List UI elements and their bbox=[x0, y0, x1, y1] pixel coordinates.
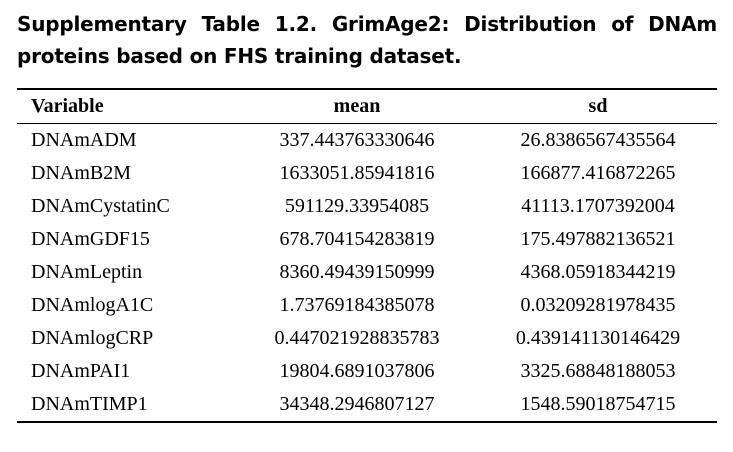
cell-sd: 0.03209281978435 bbox=[520, 294, 676, 316]
cell-variable: DNAmCystatinC bbox=[31, 195, 170, 217]
data-table: Variable mean sd DNAmADM 337.44376333064… bbox=[17, 88, 717, 423]
table-row: DNAmlogA1C 1.73769184385078 0.0320928197… bbox=[17, 289, 717, 322]
header-variable: Variable bbox=[31, 95, 104, 117]
cell-variable: DNAmLeptin bbox=[31, 261, 143, 283]
cell-mean: 591129.33954085 bbox=[284, 195, 430, 217]
cell-sd: 175.497882136521 bbox=[520, 228, 676, 250]
cell-variable: DNAmB2M bbox=[31, 162, 132, 184]
cell-mean: 678.704154283819 bbox=[279, 228, 435, 250]
cell-variable: DNAmlogCRP bbox=[31, 327, 154, 349]
table-row: DNAmTIMP1 34348.2946807127 1548.59018754… bbox=[17, 388, 717, 422]
cell-sd: 1548.59018754715 bbox=[520, 393, 676, 415]
cell-variable: DNAmPAI1 bbox=[31, 360, 131, 382]
cell-sd: 41113.1707392004 bbox=[521, 195, 675, 217]
cell-sd: 0.439141130146429 bbox=[515, 327, 681, 349]
cell-variable: DNAmlogA1C bbox=[31, 294, 154, 316]
cell-variable: DNAmGDF15 bbox=[31, 228, 150, 250]
cell-mean: 1633051.85941816 bbox=[279, 162, 435, 184]
table-row: DNAmCystatinC 591129.33954085 41113.1707… bbox=[17, 190, 717, 223]
cell-mean: 0.447021928835783 bbox=[274, 327, 440, 349]
cell-sd: 3325.68848188053 bbox=[520, 360, 676, 382]
cell-mean: 19804.6891037806 bbox=[279, 360, 435, 382]
cell-variable: DNAmTIMP1 bbox=[31, 393, 148, 415]
table-header-row: Variable mean sd bbox=[17, 89, 717, 124]
table-row: DNAmADM 337.443763330646 26.838656743556… bbox=[17, 124, 717, 158]
cell-sd: 166877.416872265 bbox=[520, 162, 676, 184]
table-row: DNAmGDF15 678.704154283819 175.497882136… bbox=[17, 223, 717, 256]
cell-mean: 34348.2946807127 bbox=[279, 393, 435, 415]
cell-mean: 1.73769184385078 bbox=[279, 294, 435, 316]
cell-sd: 26.8386567435564 bbox=[520, 129, 676, 151]
header-sd: sd bbox=[588, 95, 608, 117]
cell-sd: 4368.05918344219 bbox=[520, 261, 676, 283]
table-row: DNAmPAI1 19804.6891037806 3325.688481880… bbox=[17, 355, 717, 388]
data-table-container: Variable mean sd DNAmADM 337.44376333064… bbox=[17, 88, 717, 423]
table-row: DNAmLeptin 8360.49439150999 4368.0591834… bbox=[17, 256, 717, 289]
header-mean: mean bbox=[333, 95, 381, 117]
table-row: DNAmlogCRP 0.447021928835783 0.439141130… bbox=[17, 322, 717, 355]
table-row: DNAmB2M 1633051.85941816 166877.41687226… bbox=[17, 157, 717, 190]
cell-mean: 8360.49439150999 bbox=[279, 261, 435, 283]
cell-variable: DNAmADM bbox=[31, 129, 137, 151]
cell-mean: 337.443763330646 bbox=[279, 129, 435, 151]
table-caption: Supplementary Table 1.2. GrimAge2: Distr… bbox=[17, 12, 717, 68]
